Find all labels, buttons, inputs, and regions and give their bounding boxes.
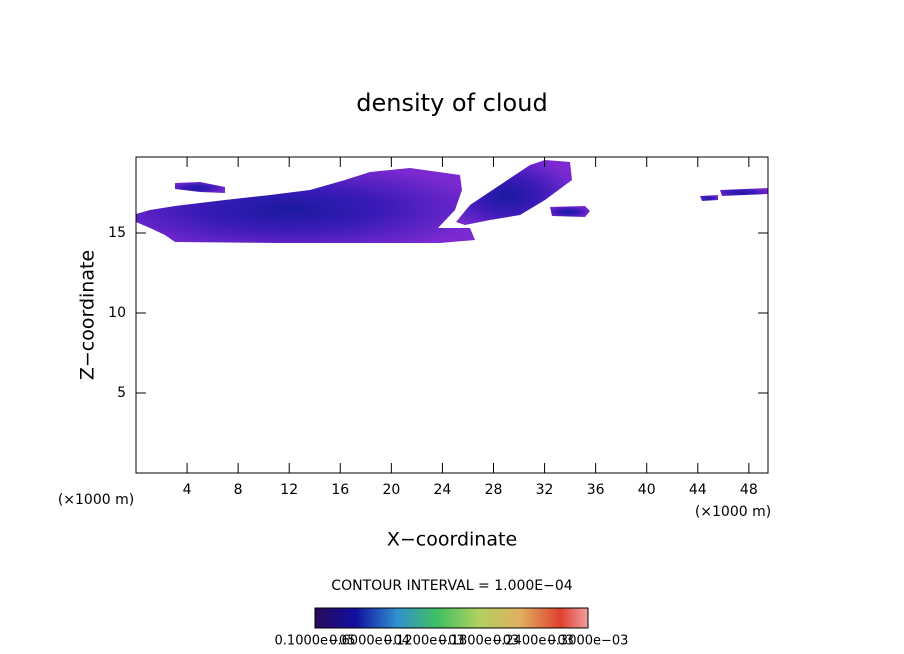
x-tick-label: 8: [234, 482, 243, 498]
contour-interval: CONTOUR INTERVAL = 1.000E−04: [331, 578, 572, 594]
y-tick-label: 10: [108, 305, 126, 321]
x-unit-left: (×1000 m): [58, 492, 134, 508]
cloud-region: [700, 195, 718, 201]
colorbar-label: 0.1200e−03: [384, 634, 465, 649]
x-tick-label: 28: [485, 482, 503, 498]
x-tick-label: 40: [638, 482, 656, 498]
colorbar-label: 0.6000e−04: [329, 634, 410, 649]
x-tick-label: 44: [689, 482, 707, 498]
x-unit-right: (×1000 m): [695, 504, 771, 520]
plot-frame: [135, 156, 769, 474]
cloud-region: [456, 160, 572, 225]
y-tick-label: 15: [108, 225, 126, 241]
cloud-region: [550, 206, 590, 217]
colorbar-label: 0.2400e−03: [493, 634, 574, 649]
chart-title: density of cloud: [356, 89, 547, 117]
cloud-region: [136, 168, 475, 243]
cloud-region: [720, 188, 768, 196]
colorbar-label: 0.3000e−03: [548, 634, 629, 649]
x-tick-label: 12: [280, 482, 298, 498]
x-tick-label: 20: [382, 482, 400, 498]
y-axis-label: Z−coordinate: [77, 250, 99, 380]
x-tick-label: 4: [183, 482, 192, 498]
x-tick-label: 36: [587, 482, 605, 498]
x-tick-label: 32: [536, 482, 554, 498]
x-tick-label: 16: [331, 482, 349, 498]
cloud-field: [136, 160, 768, 243]
x-axis-label: X−coordinate: [387, 529, 517, 551]
y-tick-label: 5: [117, 385, 126, 401]
colorbar-label: 0.1000e−05: [275, 634, 356, 649]
cloud-region: [175, 182, 225, 193]
x-tick-label: 24: [434, 482, 452, 498]
colorbar: [314, 607, 589, 629]
colorbar-label: 0.1800e−03: [438, 634, 519, 649]
x-tick-label: 48: [740, 482, 758, 498]
